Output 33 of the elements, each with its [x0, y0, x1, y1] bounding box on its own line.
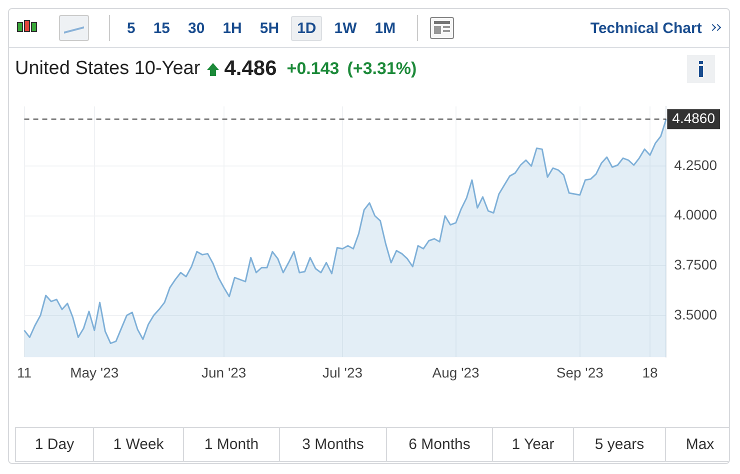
text: Max: [684, 435, 716, 455]
y-tick-label: 4.2500: [674, 156, 718, 173]
text: 3 Months: [279, 428, 386, 461]
text: Technical Chart: [590, 20, 703, 36]
text: 1W: [333, 18, 358, 38]
text: 6 Months: [386, 428, 492, 461]
text: 1 Week: [93, 428, 183, 461]
x-tick-label: May '23: [70, 364, 119, 380]
text: +0.143: [286, 59, 340, 79]
text: 15: [152, 18, 172, 38]
y-tick-label: 3.5000: [674, 306, 718, 322]
y-tick-label: 4.0000: [674, 206, 718, 223]
text: 1 Year: [492, 428, 573, 461]
text: 1H: [222, 18, 243, 38]
x-tick-label: Jun '23: [201, 364, 246, 380]
x-tick-label: Sep '23: [556, 364, 604, 380]
text: 1M: [374, 18, 397, 38]
y-tick-label: 3.7500: [674, 256, 718, 272]
text: 5: [126, 18, 136, 38]
x-tick-label: Jul '23: [322, 364, 363, 380]
text: 4.486: [224, 57, 277, 81]
chart-title: United States 10-Year: [15, 58, 200, 80]
x-tick-label: 18: [642, 364, 658, 380]
ref-line-label: 4.4860: [672, 110, 716, 126]
x-tick-label: Aug '23: [432, 364, 480, 380]
text: 1 Month: [183, 428, 279, 461]
x-tick-label: 11: [16, 364, 32, 380]
text: 5H: [258, 18, 280, 38]
text: 5 years: [573, 428, 665, 461]
text: 1D: [291, 16, 322, 40]
text: 30: [187, 18, 206, 38]
text: (+3.31%): [347, 59, 417, 79]
text: 1 Day: [34, 435, 76, 455]
